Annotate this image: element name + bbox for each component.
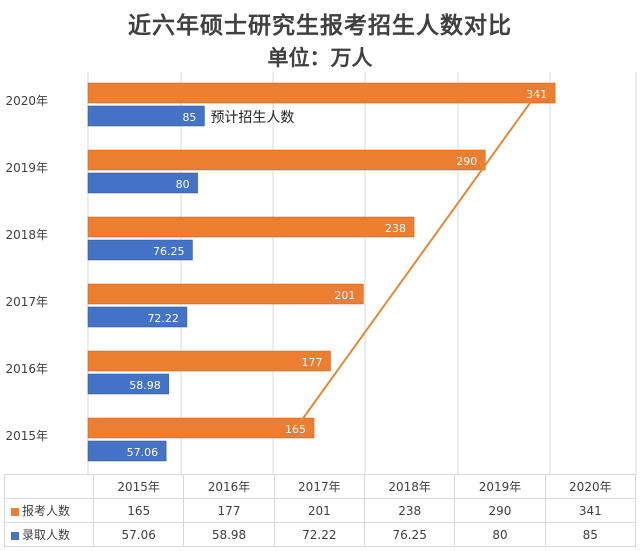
data-table-cell: 201 bbox=[273, 498, 365, 523]
legend-label-apply: 报考人数 bbox=[22, 504, 71, 518]
data-table-year: 2016年 bbox=[183, 474, 275, 499]
bar-admit bbox=[87, 373, 170, 395]
data-label-admit: 58.98 bbox=[129, 379, 161, 392]
category-label: 2020年 bbox=[5, 94, 48, 108]
annotation-expected: 预计招生人数 bbox=[210, 110, 294, 126]
data-table-row-apply: 报考人数 165 177 201 238 290 341 bbox=[4, 498, 637, 523]
bar-apply bbox=[87, 149, 486, 171]
data-table-cell: 238 bbox=[363, 498, 456, 523]
category-label: 2018年 bbox=[5, 228, 48, 242]
data-table-cell: 80 bbox=[454, 522, 546, 547]
data-table-year: 2020年 bbox=[544, 474, 637, 499]
data-table-cell: 72.22 bbox=[273, 522, 365, 547]
data-label-apply: 238 bbox=[385, 222, 406, 235]
data-label-apply: 201 bbox=[334, 289, 355, 302]
data-label-apply: 177 bbox=[301, 356, 322, 369]
data-table-year: 2015年 bbox=[92, 474, 185, 499]
data-label-admit: 80 bbox=[176, 178, 190, 191]
bar-admit bbox=[87, 440, 167, 462]
data-table-corner bbox=[4, 474, 94, 499]
data-table-year: 2017年 bbox=[273, 474, 365, 499]
data-table-cell: 290 bbox=[454, 498, 546, 523]
bar-apply bbox=[87, 216, 415, 238]
chart-subtitle: 单位：万人 bbox=[267, 46, 373, 70]
data-label-apply: 165 bbox=[285, 423, 306, 436]
data-label-admit: 72.22 bbox=[147, 312, 179, 325]
bar-admit bbox=[87, 105, 205, 127]
data-table-series-apply: 报考人数 bbox=[4, 498, 94, 523]
data-label-apply: 290 bbox=[456, 155, 477, 168]
data-table-row-admit: 录取人数 57.06 58.98 72.22 76.25 80 85 bbox=[4, 522, 637, 547]
data-label-admit: 76.25 bbox=[153, 245, 185, 258]
bar-admit bbox=[87, 172, 198, 194]
data-table-cell: 58.98 bbox=[183, 522, 275, 547]
bar-apply bbox=[87, 82, 556, 104]
data-table-series-admit: 录取人数 bbox=[4, 522, 94, 547]
data-table-year: 2019年 bbox=[454, 474, 546, 499]
bar-admit bbox=[87, 306, 188, 328]
legend-label-admit: 录取人数 bbox=[22, 528, 71, 542]
category-label: 2017年 bbox=[5, 295, 48, 309]
data-table-header-row: 2015年 2016年 2017年 2018年 2019年 2020年 bbox=[4, 474, 637, 499]
category-label: 2015年 bbox=[5, 429, 48, 443]
data-table-cell: 165 bbox=[92, 498, 185, 523]
data-table: 2015年 2016年 2017年 2018年 2019年 2020年 报考人数… bbox=[4, 474, 637, 547]
bar-apply bbox=[87, 283, 364, 305]
data-table-cell: 85 bbox=[544, 522, 637, 547]
category-label: 2016年 bbox=[5, 362, 48, 376]
bar-apply bbox=[87, 417, 315, 439]
data-label-admit: 85 bbox=[182, 111, 196, 124]
bar-admit bbox=[87, 239, 193, 261]
legend-key-apply bbox=[11, 507, 19, 516]
data-table-cell: 57.06 bbox=[92, 522, 185, 547]
legend-key-admit bbox=[11, 531, 19, 540]
chart-title: 近六年硕士研究生报考招生人数对比 bbox=[128, 13, 512, 39]
data-table-cell: 341 bbox=[544, 498, 637, 523]
data-table-cell: 76.25 bbox=[363, 522, 456, 547]
data-table-year: 2018年 bbox=[363, 474, 456, 499]
data-table-cell: 177 bbox=[183, 498, 275, 523]
data-label-admit: 57.06 bbox=[127, 446, 159, 459]
bar-apply bbox=[87, 350, 331, 372]
category-label: 2019年 bbox=[5, 161, 48, 175]
trend-line bbox=[295, 92, 538, 429]
